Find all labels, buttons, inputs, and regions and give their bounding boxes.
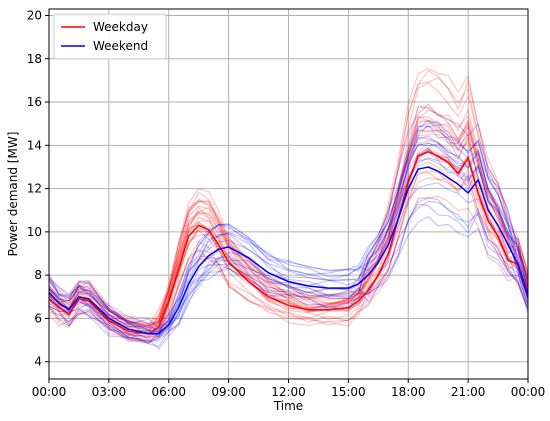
weekend-day-profile [48, 200, 529, 339]
weekend-day-profile [48, 142, 529, 342]
y-axis-ticks: 4 6 8 10 12 14 16 18 20 [27, 8, 49, 369]
weekend-day-profile [48, 197, 529, 348]
x-tick-label: 18:00 [391, 385, 426, 399]
weekend-day-profile [48, 124, 529, 340]
x-tick-label: 12:00 [271, 385, 306, 399]
legend: Weekday Weekend [53, 13, 167, 60]
y-tick-label: 18 [27, 52, 42, 66]
y-tick-label: 12 [27, 182, 42, 196]
weekend-day-profile [48, 120, 529, 335]
weekday-day-profile [48, 136, 529, 327]
y-tick-label: 10 [27, 225, 42, 239]
weekend-day-profile [48, 135, 529, 337]
y-tick-label: 8 [34, 268, 42, 282]
weekday-day-profile [48, 195, 529, 342]
weekend-day-profile [48, 148, 529, 331]
weekend-day-profile [48, 147, 529, 342]
weekday-day-profile [48, 82, 529, 329]
grid-lines [48, 9, 529, 379]
weekday-day-profile [48, 174, 529, 342]
x-axis-ticks: 00:00 03:00 06:00 09:00 12:00 15:00 18:00 21:00… [32, 379, 546, 399]
weekday-mean-line [48, 150, 529, 335]
weekday-day-profile [48, 69, 529, 325]
weekday-day-profile [48, 134, 529, 327]
legend-label-weekday: Weekday [93, 20, 148, 34]
weekend-day-profile [48, 182, 529, 350]
x-tick-label: 21:00 [451, 385, 486, 399]
y-tick-label: 20 [27, 8, 42, 22]
weekday-day-profile [48, 115, 529, 328]
weekday-day-profile [48, 125, 529, 328]
weekend-day-profile [48, 157, 529, 330]
weekend-day-profile [48, 203, 529, 344]
weekend-mean-line [48, 166, 529, 335]
weekday-day-profile [48, 149, 529, 345]
weekday-day-profile [48, 77, 529, 329]
weekend-day-profile [48, 136, 529, 339]
weekday-day-profile [48, 67, 529, 327]
weekday-day-profile [48, 105, 529, 332]
weekend-day-profile [48, 120, 529, 324]
weekend-day-profile [48, 158, 529, 336]
y-tick-label: 6 [34, 311, 42, 325]
weekend-day-profile [48, 103, 529, 333]
legend-label-weekend: Weekend [93, 39, 148, 53]
y-tick-label: 14 [27, 138, 42, 152]
weekday-day-profile [48, 106, 529, 339]
weekday-day-profile [48, 129, 529, 337]
x-tick-label: 00:00 [32, 385, 67, 399]
weekday-day-profile [48, 161, 529, 329]
y-tick-label: 16 [27, 95, 42, 109]
x-tick-label: 03:00 [92, 385, 127, 399]
x-tick-label: 09:00 [211, 385, 246, 399]
mean-profiles [48, 150, 529, 335]
weekday-day-profile [48, 116, 529, 332]
legend-box [53, 13, 167, 60]
x-tick-label: 00:00 [511, 385, 546, 399]
weekday-day-profile [48, 109, 529, 321]
y-tick-label: 4 [34, 355, 42, 369]
weekday-day-profile [48, 120, 529, 332]
weekday-day-profile [48, 170, 529, 344]
weekend-day-profile [48, 124, 529, 333]
y-axis-label: Power demand [MW] [6, 132, 20, 257]
x-tick-label: 06:00 [151, 385, 186, 399]
weekday-day-profile [48, 142, 529, 338]
x-tick-label: 15:00 [331, 385, 366, 399]
x-axis-label: Time [273, 399, 303, 413]
